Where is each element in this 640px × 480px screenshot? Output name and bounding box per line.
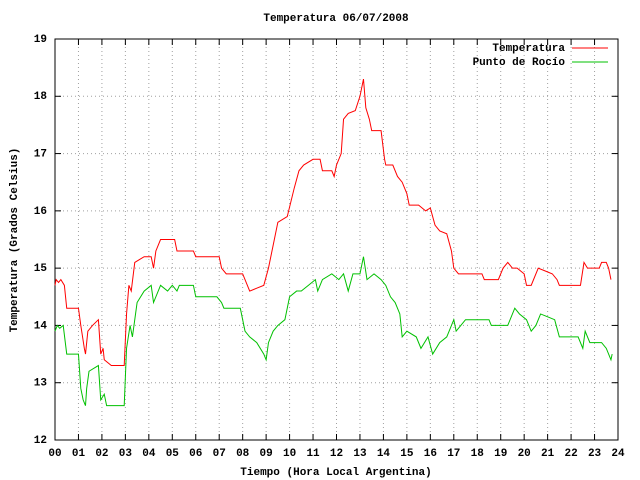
plot-frame [54, 38, 619, 441]
x-tick-label: 01 [72, 448, 86, 460]
y-tick-label: 15 [34, 263, 48, 275]
chart-title: Temperatura 06/07/2008 [263, 13, 409, 25]
x-tick-label: 23 [588, 448, 602, 460]
x-tick-label: 06 [189, 448, 202, 460]
x-tick-label: 20 [518, 448, 531, 460]
data-line [54, 256, 613, 407]
x-tick-label: 24 [611, 448, 625, 460]
x-tick-label: 19 [494, 448, 507, 460]
x-tick-label: 05 [166, 448, 180, 460]
x-tick-label: 09 [260, 448, 273, 460]
x-tick-label: 00 [48, 448, 61, 460]
y-tick-label: 16 [34, 206, 47, 218]
x-tick-label: 11 [306, 448, 320, 460]
x-tick-label: 18 [471, 448, 485, 460]
x-axis-label: Tiempo (Hora Local Argentina) [240, 467, 431, 479]
x-tick-label: 12 [330, 448, 343, 460]
x-tick-label: 21 [541, 448, 555, 460]
data-line [54, 78, 612, 367]
x-tick-label: 15 [400, 448, 414, 460]
y-tick-label: 14 [34, 320, 48, 332]
x-tick-label: 10 [283, 448, 296, 460]
x-tick-label: 03 [119, 448, 133, 460]
x-tick-label: 07 [213, 448, 226, 460]
x-tick-label: 22 [564, 448, 577, 460]
y-axis-label: Temperatura (Grados Celsius) [9, 148, 21, 333]
x-tick-label: 17 [447, 448, 460, 460]
x-tick-label: 04 [142, 448, 156, 460]
y-tick-label: 17 [34, 148, 47, 160]
y-tick-label: 12 [34, 435, 47, 447]
legend-label: Punto de Rocío [473, 57, 566, 69]
x-tick-label: 16 [424, 448, 437, 460]
y-tick-label: 19 [34, 34, 47, 46]
x-tick-label: 08 [236, 448, 250, 460]
legend-label: Temperatura [492, 43, 565, 55]
x-tick-label: 14 [377, 448, 391, 460]
y-tick-label: 13 [34, 378, 48, 390]
y-tick-label: 18 [34, 91, 48, 103]
x-tick-label: 02 [95, 448, 108, 460]
x-tick-label: 13 [353, 448, 367, 460]
